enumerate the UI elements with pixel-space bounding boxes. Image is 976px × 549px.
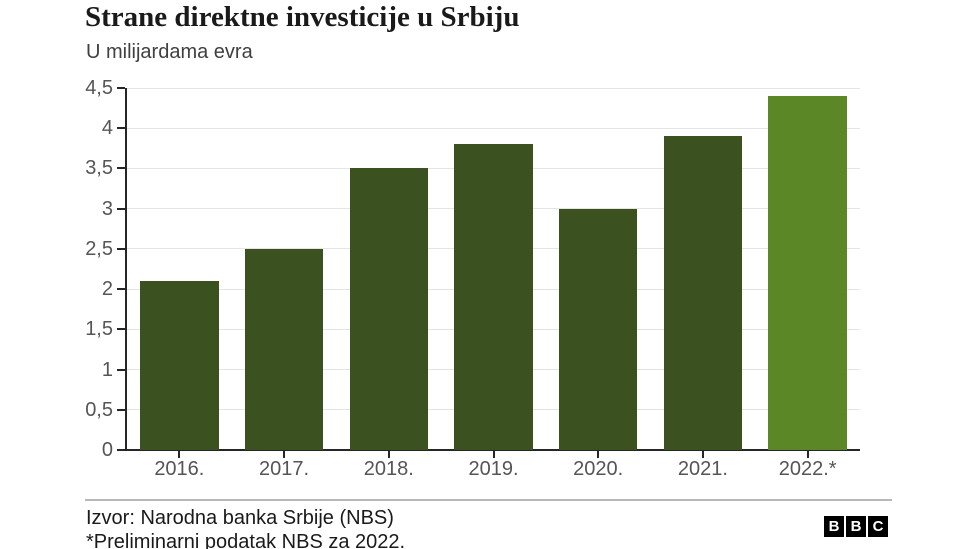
chart-subtitle: U milijardama evra [86, 41, 253, 63]
source-text: Izvor: Narodna banka Srbije (NBS) [86, 507, 394, 529]
x-axis-tick-label: 2018. [363, 458, 414, 480]
x-axis-tick-label: 2022.* [778, 458, 837, 480]
y-axis-tick [117, 368, 125, 371]
x-axis-tick [387, 451, 390, 458]
x-axis-tick-label: 2019. [468, 458, 519, 480]
y-axis-tick-label: 4 [101, 117, 113, 140]
gridline [127, 127, 860, 129]
y-axis-tick [117, 87, 125, 89]
footer-divider [85, 499, 892, 501]
gridline [127, 87, 860, 89]
bar-2020 [558, 208, 638, 450]
y-axis-tick [117, 127, 125, 130]
y-axis-tick [117, 207, 125, 210]
y-axis-tick [117, 247, 125, 250]
bar-2017 [244, 248, 324, 450]
y-axis-tick-label: 0 [101, 439, 113, 461]
bar-2019 [454, 144, 533, 450]
footnote-text: *Preliminarni podatak NBS za 2022. [86, 531, 406, 549]
y-axis-tick-label: 4,5 [85, 77, 113, 99]
bbc-logo-letter: C [868, 516, 888, 537]
y-axis-tick-label: 0,5 [85, 398, 113, 421]
bbc-logo: B B C [824, 516, 888, 537]
y-axis-tick-label: 3,5 [85, 157, 113, 180]
y-axis-tick-label: 2 [101, 278, 113, 301]
y-axis-tick-label: 1,5 [85, 318, 113, 341]
x-axis-tick [178, 451, 181, 458]
y-axis-tick [117, 167, 125, 170]
bar-2018 [349, 168, 429, 450]
chart-title: Strane direktne investicije u Srbiju [85, 1, 520, 33]
y-axis-tick-label: 1 [101, 358, 113, 381]
bar-2022 [768, 96, 847, 450]
y-axis-tick [117, 288, 125, 291]
x-axis-tick [492, 451, 495, 458]
x-axis-tick-label: 2021. [677, 458, 728, 480]
x-axis-tick [597, 451, 600, 458]
x-axis-tick-label: 2017. [259, 458, 310, 480]
y-axis-tick-label: 3 [101, 197, 113, 220]
y-axis-tick [117, 408, 125, 411]
bbc-logo-letter: B [824, 516, 844, 537]
y-axis-tick [117, 328, 125, 331]
y-axis-line [125, 88, 127, 451]
x-axis-tick [806, 451, 809, 458]
y-axis-tick-label: 2,5 [85, 237, 113, 260]
y-axis-tick [117, 449, 125, 451]
bar-2021 [663, 136, 743, 450]
bar-2016 [140, 281, 219, 450]
bbc-logo-letter: B [846, 516, 866, 537]
x-axis-tick-label: 2016. [154, 458, 205, 480]
x-axis-tick [283, 451, 286, 458]
bar-chart: 0 0,5 1 1,5 2 2,5 3 3,5 4 4,5 2016. 2017. 2018. 2019.… [0, 77, 976, 548]
x-axis-line [125, 449, 860, 451]
x-axis-tick-label: 2020. [573, 458, 624, 480]
x-axis-tick [701, 451, 704, 458]
